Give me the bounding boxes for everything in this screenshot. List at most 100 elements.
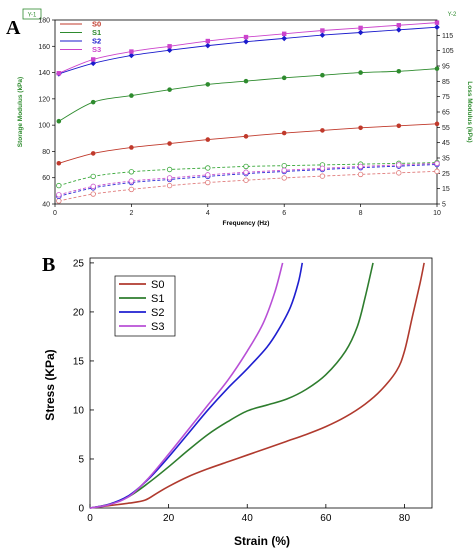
chart-a-point: [167, 87, 172, 92]
chart-a-plot-frame: [54, 19, 438, 205]
chart-a-legend-label: S2: [92, 37, 101, 46]
chart-a-point: [281, 167, 287, 173]
chart-a-point: [357, 29, 364, 36]
chart-b-x-axis-label: Strain (%): [234, 534, 290, 548]
chart-a-point: [434, 24, 440, 31]
chart-a-point: [90, 99, 96, 105]
chart-a-series-line: [58, 123, 438, 164]
chart-a-point: [281, 35, 287, 42]
chart-a-point: [129, 145, 134, 150]
chart-b-series: [89, 262, 425, 509]
chart-a-point: [396, 123, 402, 129]
chart-a-point: [243, 163, 249, 170]
chart-a-point: [396, 162, 402, 168]
chart-a-y-right-tick-label: 15: [442, 186, 450, 193]
chart-a-point: [243, 38, 249, 45]
chart-a-point: [128, 178, 135, 184]
chart-a-point: [56, 118, 62, 124]
chart-a-series-s0-right: [56, 168, 440, 204]
chart-a-legend-item: S1: [60, 28, 101, 37]
chart-a-point: [205, 42, 211, 49]
chart-b-series-s3-line: [89, 262, 284, 509]
chart-a-point: [434, 121, 440, 127]
chart-a-point: [90, 183, 96, 190]
chart-a-x-axis-label: Frequency (Hz): [223, 220, 270, 227]
chart-a-y-right-tick-label: 115: [442, 33, 453, 40]
chart-a-point: [358, 125, 363, 131]
chart-a-point: [281, 162, 287, 169]
chart-a-legend-item: S3: [60, 45, 101, 54]
chart-a-point: [90, 191, 96, 197]
chart-b-x-tick-label: 0: [87, 513, 93, 524]
chart-a-point: [90, 151, 96, 156]
chart-b-plot-frame: [89, 257, 433, 509]
chart-a-point: [166, 175, 173, 181]
chart-b-legend-item: S2: [119, 307, 164, 319]
chart-a-legend-label: S1: [92, 28, 101, 37]
chart-a-point: [166, 166, 173, 173]
chart-a-y-right-tick-label: 25: [442, 171, 450, 178]
chart-a-series-line: [58, 22, 438, 74]
chart-a-y-right-tick-label: 105: [442, 48, 454, 55]
chart-a-y-right-tick-label: 45: [442, 140, 450, 147]
chart-a-point: [205, 38, 210, 44]
chart-a-y-right-tick-label: 5: [442, 202, 446, 209]
chart-b-x-tick-label: 40: [242, 513, 254, 524]
chart-a-point: [396, 27, 402, 33]
chart-a-left-tag: Y-1: [22, 8, 42, 20]
chart-a-point: [396, 68, 402, 74]
chart-b-legend-item: S0: [119, 279, 164, 291]
chart-b-x-tick-label: 80: [399, 513, 411, 524]
chart-b-series-s0-line: [89, 262, 425, 509]
chart-a-series-s3-left: [56, 20, 440, 76]
chart-a-point: [320, 128, 325, 133]
chart-a-point: [434, 160, 440, 167]
chart-b-legend: S0 S1 S2 S3: [114, 275, 176, 337]
chart-a-x-tick-label: 8: [359, 210, 363, 217]
chart-a-point: [243, 169, 249, 175]
chart-b-x-tick-label: 20: [163, 513, 175, 524]
chart-b-legend-item: S3: [119, 321, 164, 333]
chart-a-point: [434, 66, 440, 71]
panel-a-label: A: [6, 17, 21, 39]
chart-b-y-tick-label: 20: [73, 307, 85, 318]
chart-a-y-left-tick-label: 80: [42, 149, 50, 156]
chart-a-series-line: [58, 68, 438, 122]
chart-a-point: [90, 60, 96, 67]
chart-b-y-axis-label: Stress (KPa): [43, 349, 57, 420]
chart-a-series: [56, 20, 440, 204]
chart-a-point: [396, 170, 402, 176]
chart-a-y-right-tick-label: 35: [442, 156, 450, 163]
chart-a-series-line: [58, 26, 438, 75]
chart-a-legend-item: S2: [60, 37, 101, 46]
chart-a-series-line: [58, 163, 438, 197]
chart-a-y-left-tick-label: 140: [38, 70, 50, 77]
chart-b-legend-label: S2: [151, 307, 164, 319]
chart-b-legend-label: S1: [151, 293, 164, 305]
chart-a-y-left-tick-label: 60: [42, 175, 50, 182]
chart-b-legend-label: S3: [151, 321, 164, 333]
chart-a-y-right-tick-label: 55: [442, 125, 450, 132]
chart-b-legend-box: [114, 275, 176, 337]
chart-a-x-tick-label: 2: [129, 210, 133, 217]
panel-b-label: B: [42, 254, 55, 276]
chart-a-point: [90, 173, 96, 180]
chart-a-point: [357, 171, 364, 178]
chart-a-point: [282, 31, 287, 36]
chart-b-y-tick-label: 0: [78, 504, 84, 515]
chart-a-point: [128, 186, 135, 193]
chart-b-y-tick-label: 5: [78, 454, 84, 465]
chart-a-x-tick-label: 10: [433, 210, 441, 217]
chart-a-point: [56, 160, 62, 166]
chart-a-x-tick-label: 4: [206, 210, 210, 217]
chart-a-point: [358, 25, 363, 31]
chart-a-point: [281, 75, 287, 81]
chart-a-y-left-tick-label: 180: [38, 18, 50, 25]
chart-b-y-tick-label: 10: [73, 405, 85, 416]
chart-a-y-right-tick-label: 95: [442, 64, 450, 71]
chart-a-x-tick-label: 0: [53, 210, 57, 217]
chart-a-legend-item: S0: [60, 20, 101, 29]
chart-a-point: [243, 78, 249, 84]
chart-a-point: [320, 28, 325, 33]
